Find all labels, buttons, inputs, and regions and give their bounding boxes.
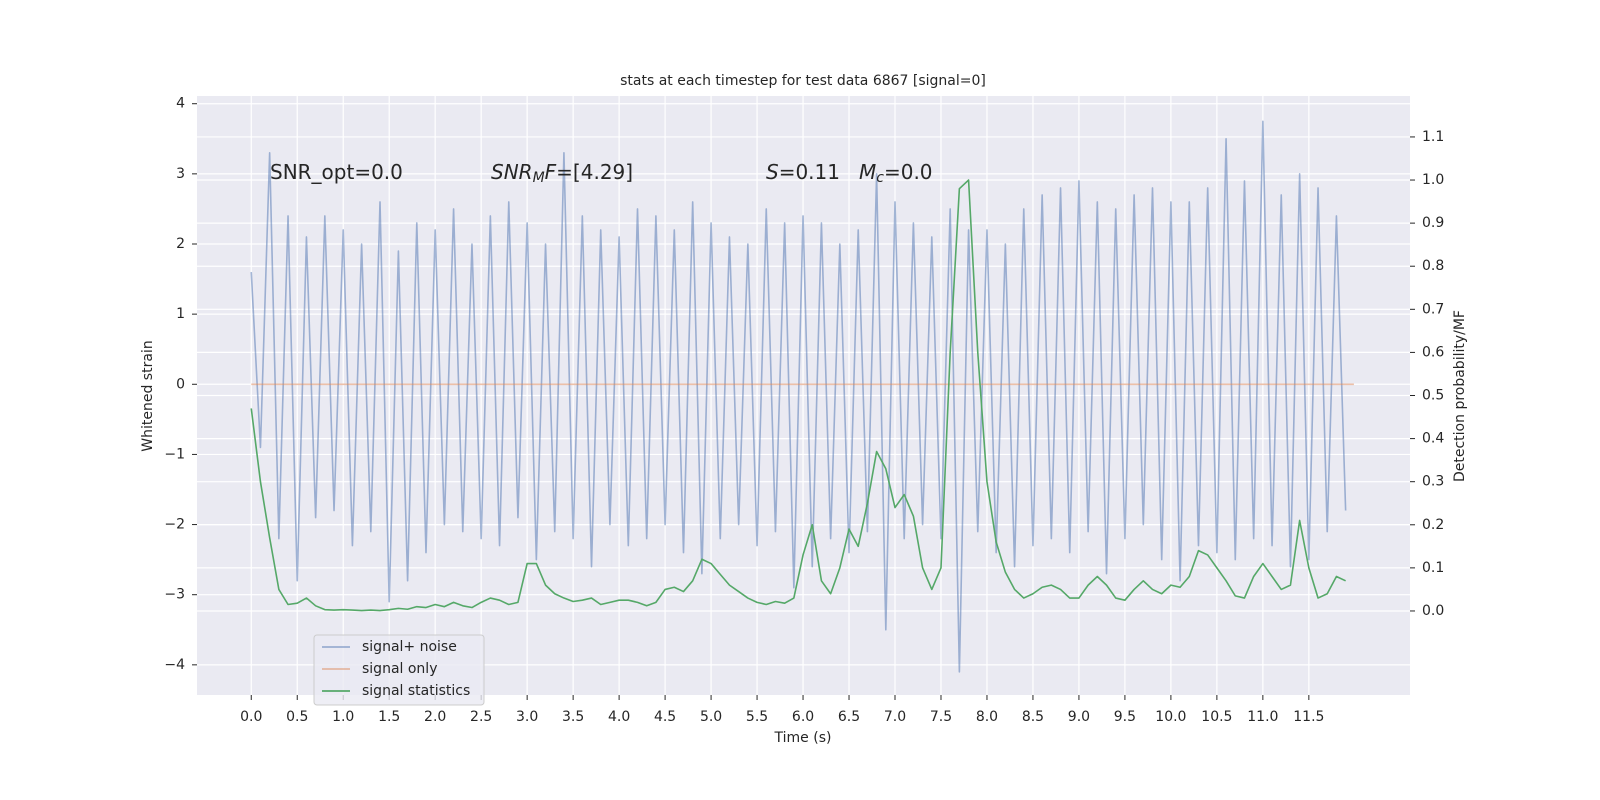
y2-tick-label: 0.5 bbox=[1422, 388, 1444, 404]
x-tick-label: 5.0 bbox=[700, 709, 722, 725]
annotation: SNRMF=[4.29] bbox=[491, 160, 633, 187]
chart-title: stats at each timestep for test data 686… bbox=[620, 73, 986, 89]
annotation-part: M bbox=[533, 170, 545, 186]
x-tick-label: 11.5 bbox=[1293, 709, 1324, 725]
annotation-part: =0.11 bbox=[779, 160, 840, 184]
x-tick-label: 1.0 bbox=[332, 709, 354, 725]
y2-tick-label: 1.0 bbox=[1422, 172, 1444, 188]
x-tick-label: 6.0 bbox=[792, 709, 814, 725]
legend-box bbox=[313, 634, 485, 706]
series-line bbox=[250, 179, 1346, 612]
y-tick-label: 2 bbox=[176, 236, 185, 252]
annotation-part: M bbox=[859, 160, 876, 184]
annotation: Mc=0.0 bbox=[859, 160, 933, 187]
x-tick-label: 11.0 bbox=[1247, 709, 1278, 725]
y-tick-label: −1 bbox=[164, 446, 185, 462]
x-tick-label: 7.0 bbox=[884, 709, 906, 725]
y2-tick-label: 0.1 bbox=[1422, 560, 1444, 576]
y2-tick-label: 0.0 bbox=[1422, 603, 1444, 619]
grid bbox=[197, 96, 1410, 695]
x-tick-label: 6.5 bbox=[838, 709, 860, 725]
annotation-part: c bbox=[876, 170, 884, 186]
y-tick-label: −3 bbox=[164, 587, 185, 603]
x-tick-label: 8.0 bbox=[976, 709, 998, 725]
y-tick-label: 3 bbox=[176, 166, 185, 182]
x-tick-label: 8.5 bbox=[1022, 709, 1044, 725]
y2-tick-label: 0.4 bbox=[1422, 431, 1444, 447]
y2-tick-label: 0.9 bbox=[1422, 215, 1444, 231]
y2-tick-label: 0.7 bbox=[1422, 301, 1444, 317]
y-tick-label: −4 bbox=[164, 657, 185, 673]
y2-tick-label: 0.2 bbox=[1422, 517, 1444, 533]
y2-tick-label: 0.3 bbox=[1422, 474, 1444, 490]
annotation-part: =0.0 bbox=[884, 160, 933, 184]
x-tick-label: 2.5 bbox=[470, 709, 492, 725]
annotation: SNR_opt=0.0 bbox=[270, 160, 403, 184]
y-tick-label: −2 bbox=[164, 517, 185, 533]
annotation-part: S bbox=[766, 160, 779, 184]
x-tick-label: 7.5 bbox=[930, 709, 952, 725]
x-tick-label: 1.5 bbox=[378, 709, 400, 725]
y-tick-label: 4 bbox=[176, 96, 185, 112]
y-axis-label: Whitened strain bbox=[140, 340, 156, 451]
x-tick-label: 3.5 bbox=[562, 709, 584, 725]
annotation-part: =[4.29] bbox=[556, 160, 633, 184]
y2-tick-label: 0.6 bbox=[1422, 344, 1444, 360]
x-axis-label: Time (s) bbox=[774, 730, 832, 746]
y2-axis-label: Detection probability/MF bbox=[1452, 310, 1468, 482]
x-tick-label: 3.0 bbox=[516, 709, 538, 725]
x-tick-label: 9.0 bbox=[1068, 709, 1090, 725]
y-tick-label: 1 bbox=[176, 306, 185, 322]
marks bbox=[250, 120, 1354, 673]
x-tick-label: 10.5 bbox=[1201, 709, 1232, 725]
annotation-part: SNR_opt=0.0 bbox=[270, 160, 403, 184]
x-tick-label: 0.0 bbox=[240, 709, 262, 725]
legend-label: signal statistics bbox=[362, 683, 470, 699]
x-tick-label: 2.0 bbox=[424, 709, 446, 725]
x-tick-label: 5.5 bbox=[746, 709, 768, 725]
annotation: S=0.11 bbox=[766, 160, 840, 184]
annotation-part: SNR bbox=[491, 160, 533, 184]
y2-tick-label: 0.8 bbox=[1422, 258, 1444, 274]
x-tick-label: 4.5 bbox=[654, 709, 676, 725]
legend-label: signal only bbox=[362, 661, 437, 677]
x-tick-label: 9.5 bbox=[1114, 709, 1136, 725]
legend-label: signal+ noise bbox=[362, 639, 457, 655]
y2-tick-label: 1.1 bbox=[1422, 129, 1444, 145]
x-tick-label: 0.5 bbox=[286, 709, 308, 725]
series-line bbox=[250, 120, 1347, 673]
x-tick-label: 10.0 bbox=[1155, 709, 1186, 725]
y-tick-label: 0 bbox=[176, 376, 185, 392]
x-tick-label: 4.0 bbox=[608, 709, 630, 725]
annotation-part: F bbox=[545, 160, 557, 184]
